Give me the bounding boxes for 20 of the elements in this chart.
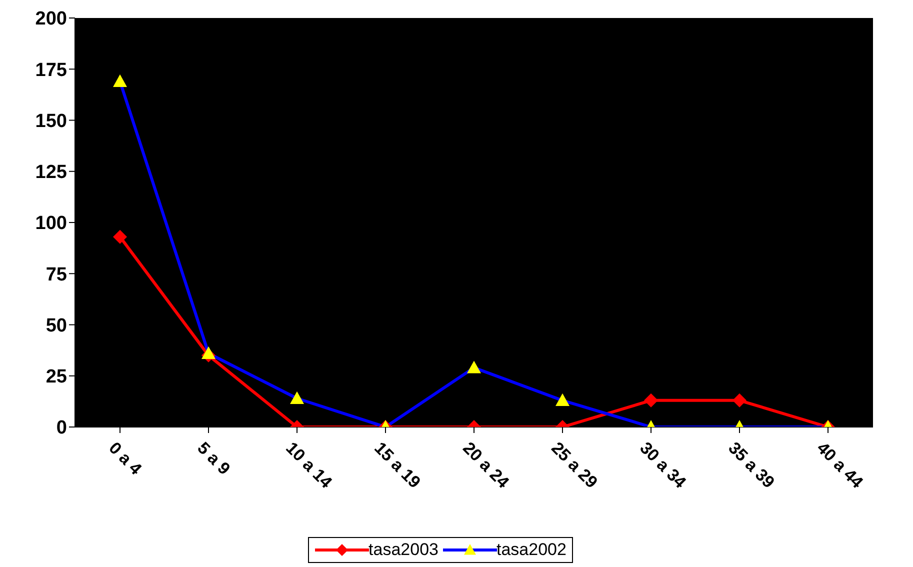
y-tick-label: 200 [35,8,67,30]
legend-label: tasa2002 [496,540,566,560]
y-tick-label: 150 [35,110,67,132]
y-tick-label: 125 [35,162,68,184]
legend-label: tasa2003 [368,540,438,560]
x-tick-label: 25 a 29 [548,438,602,492]
x-tick-label: 30 a 34 [636,438,690,492]
y-tick-label: 25 [46,366,68,388]
x-tick-label: 35 a 39 [724,438,778,492]
x-tick-label: 20 a 24 [459,438,514,492]
x-tick-label: 0 a 4 [105,438,146,479]
y-tick-label: 175 [35,60,68,81]
y-tick-label: 50 [46,315,67,336]
x-tick-label: 15 a 19 [370,438,424,492]
y-tick-label: 75 [46,264,68,286]
y-tick-label: 100 [35,213,67,234]
x-tick-label: 40 a 44 [813,438,868,492]
x-tick-label: 5 a 9 [194,438,234,479]
y-tick-label: 0 [56,418,67,439]
x-tick-label: 10 a 14 [282,438,336,492]
